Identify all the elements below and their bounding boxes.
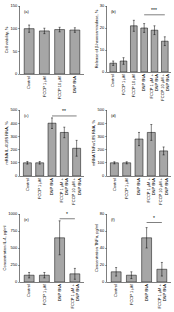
svg-text:(f): (f): [111, 217, 115, 222]
svg-text:0: 0: [102, 279, 105, 284]
svg-text:DNP 8NA: DNP 8NA: [144, 284, 149, 302]
svg-text:500: 500: [11, 245, 18, 250]
svg-text:Concentration IL-4, pg/ml: Concentration IL-4, pg/ml: [2, 225, 7, 270]
svg-text:Cell viability, %: Cell viability, %: [4, 26, 9, 53]
svg-text:500: 500: [11, 107, 18, 112]
svg-text:200: 200: [11, 147, 18, 152]
svg-text:FCCP 10 μM +DNP 8NA: FCCP 10 μM +DNP 8NA: [71, 177, 81, 204]
svg-text:(c): (c): [24, 113, 29, 118]
svg-text:60: 60: [100, 228, 105, 233]
svg-text:FCCP 1 μM +DNP 8NA: FCCP 1 μM +DNP 8NA: [146, 177, 156, 202]
svg-text:mRNA IL-4/18S RNA, %: mRNA IL-4/18S RNA, %: [4, 121, 9, 165]
svg-text:(a): (a): [24, 9, 30, 14]
svg-text:(e): (e): [24, 217, 30, 222]
svg-text:1000: 1000: [8, 211, 18, 216]
svg-text:mRNA TNFα/18S RNA, %: mRNA TNFα/18S RNA, %: [91, 119, 96, 166]
svg-text:300: 300: [98, 134, 105, 139]
svg-text:FCCP 1 μM +DNP 8NA: FCCP 1 μM +DNP 8NA: [70, 283, 80, 308]
svg-text:FCCP 1 μM: FCCP 1 μM: [121, 74, 126, 95]
svg-text:DNP 8NA: DNP 8NA: [49, 178, 54, 196]
svg-text:0: 0: [15, 71, 18, 76]
svg-text:Control: Control: [113, 284, 118, 297]
svg-text:40: 40: [100, 245, 105, 250]
svg-text:(b): (b): [111, 9, 117, 14]
svg-text:FCCP 10 μM: FCCP 10 μM: [131, 74, 136, 97]
svg-text:DNP 8NA: DNP 8NA: [141, 74, 146, 92]
svg-text:200: 200: [98, 147, 105, 152]
svg-text:DNP 8NA: DNP 8NA: [136, 178, 141, 196]
svg-text:100: 100: [11, 26, 18, 31]
svg-text:Control: Control: [112, 178, 117, 191]
svg-text:*: *: [66, 211, 68, 217]
svg-text:20: 20: [100, 25, 105, 30]
svg-text:500: 500: [98, 107, 105, 112]
svg-text:Control: Control: [110, 74, 115, 87]
svg-text:DNP 8NA: DNP 8NA: [72, 76, 77, 94]
svg-text:400: 400: [11, 121, 18, 126]
svg-text:30: 30: [100, 3, 105, 8]
svg-text:FCCP 1 μM: FCCP 1 μM: [42, 76, 47, 97]
svg-text:0: 0: [15, 173, 18, 178]
svg-text:FCCP 1 μM +DNP 8NA: FCCP 1 μM +DNP 8NA: [157, 283, 167, 308]
svg-text:0: 0: [102, 69, 105, 74]
svg-text:FCCP 1 μM +DNP 8NA: FCCP 1 μM +DNP 8NA: [59, 177, 69, 202]
svg-text:FCCP 1 μM: FCCP 1 μM: [42, 284, 47, 305]
svg-text:FCCP 1 μM: FCCP 1 μM: [124, 178, 129, 199]
svg-text:FCCP 10 μM +DNP 8NA: FCCP 10 μM +DNP 8NA: [160, 73, 170, 100]
svg-text:0: 0: [15, 279, 18, 284]
svg-text:FCCP 1 μM: FCCP 1 μM: [37, 178, 42, 199]
svg-text:Release of β-hexosaminidase, %: Release of β-hexosaminidase, %: [94, 9, 99, 68]
svg-text:250: 250: [11, 262, 18, 267]
svg-text:Control: Control: [26, 284, 31, 297]
svg-text:100: 100: [98, 160, 105, 165]
svg-text:400: 400: [98, 121, 105, 126]
svg-text:20: 20: [100, 262, 105, 267]
svg-text:Concentration TNFα, pg/ml: Concentration TNFα, pg/ml: [94, 224, 99, 272]
svg-text:***: ***: [151, 7, 157, 13]
svg-text:FCCP 1 μM: FCCP 1 μM: [129, 284, 134, 305]
svg-text:Control: Control: [26, 76, 31, 89]
svg-text:80: 80: [100, 211, 105, 216]
svg-text:DNP 8NA: DNP 8NA: [57, 284, 62, 302]
svg-text:(d): (d): [111, 113, 117, 118]
svg-text:50: 50: [13, 49, 18, 54]
svg-text:**: **: [62, 108, 66, 114]
svg-text:*: *: [153, 215, 155, 221]
svg-text:FCCP 10 μM: FCCP 10 μM: [57, 76, 62, 99]
svg-text:0: 0: [102, 173, 105, 178]
svg-text:100: 100: [11, 160, 18, 165]
svg-text:150: 150: [11, 3, 18, 8]
svg-text:10: 10: [100, 47, 105, 52]
svg-text:750: 750: [11, 228, 18, 233]
svg-text:300: 300: [11, 134, 18, 139]
svg-text:FCCP 10 μM +DNP 8NA: FCCP 10 μM +DNP 8NA: [158, 177, 168, 204]
svg-text:Control: Control: [25, 178, 30, 191]
svg-text:FCCP 1 μM +DNP 8NA: FCCP 1 μM +DNP 8NA: [149, 73, 159, 98]
